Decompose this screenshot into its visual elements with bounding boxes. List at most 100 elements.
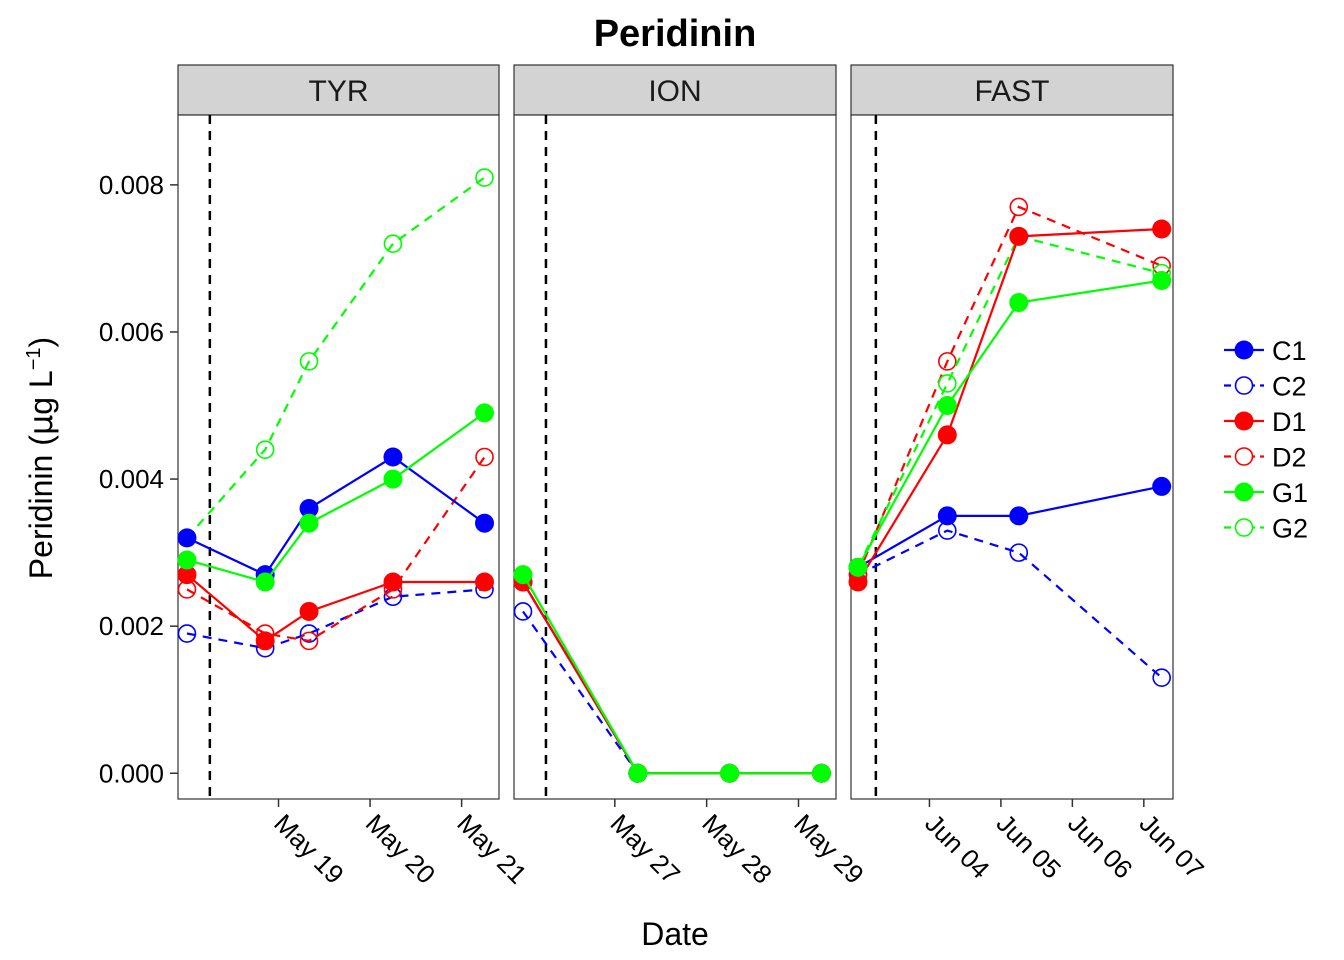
data-point xyxy=(475,513,495,533)
series-line xyxy=(857,279,1162,568)
legend-key-marker xyxy=(1234,518,1254,537)
legend-item-d1: D1 xyxy=(1224,407,1307,437)
strip-ion xyxy=(513,64,837,116)
data-point xyxy=(177,528,197,548)
series-d1 xyxy=(177,565,495,651)
data-point xyxy=(255,440,275,459)
panel-frame xyxy=(850,114,1174,800)
legend-label: C1 xyxy=(1272,336,1307,366)
data-point xyxy=(299,631,319,651)
panel-frame xyxy=(513,114,837,800)
legend-key-marker xyxy=(1234,482,1254,502)
legend-label: G2 xyxy=(1272,514,1308,544)
data-point xyxy=(1009,543,1029,562)
panel-frame xyxy=(177,114,500,800)
y-tick-label: 0.006 xyxy=(99,317,164,347)
data-point xyxy=(475,403,495,423)
data-point xyxy=(513,565,533,585)
series-line xyxy=(857,485,1162,569)
legend-key-marker xyxy=(1234,411,1254,431)
series-line xyxy=(522,574,822,775)
legend-key-marker xyxy=(1234,376,1254,395)
data-point xyxy=(383,234,403,254)
data-point xyxy=(937,396,957,416)
series-line xyxy=(857,529,1163,679)
data-point xyxy=(177,624,197,643)
data-point xyxy=(720,763,740,783)
data-point xyxy=(299,601,319,621)
data-point xyxy=(177,550,197,570)
data-point xyxy=(937,425,957,445)
y-axis-title: Peridinin (µg L−1) xyxy=(22,337,60,579)
series-line xyxy=(856,205,1163,576)
legend-label: C2 xyxy=(1272,372,1307,402)
series-g1 xyxy=(177,403,495,592)
data-point xyxy=(937,506,957,526)
data-point xyxy=(475,447,494,467)
series-line xyxy=(186,176,486,539)
data-point xyxy=(299,513,319,533)
data-point xyxy=(383,469,403,489)
data-point xyxy=(383,447,403,467)
strip-label: TYR xyxy=(309,75,369,108)
legend-item-g1: G1 xyxy=(1224,478,1308,508)
legend-item-c2: C2 xyxy=(1224,372,1307,402)
data-point xyxy=(299,498,319,518)
series-c1 xyxy=(848,476,1172,577)
data-point xyxy=(1152,270,1172,290)
data-point xyxy=(811,763,831,783)
data-point xyxy=(1009,293,1029,313)
y-axis-title-mu: µ xyxy=(22,415,60,435)
y-tick-label: 0.004 xyxy=(99,464,164,494)
y-tick-label: 0.008 xyxy=(99,170,164,200)
y-axis-title-suffix: ) xyxy=(23,337,59,348)
data-point xyxy=(255,572,275,592)
legend-label: G1 xyxy=(1272,478,1308,508)
data-point xyxy=(177,565,197,585)
data-point xyxy=(299,352,319,371)
legend-label: D2 xyxy=(1272,443,1307,473)
legend-key-marker xyxy=(1234,447,1254,466)
strip-label: ION xyxy=(648,75,701,108)
legend-key-marker xyxy=(1234,340,1254,360)
series-g1 xyxy=(848,270,1172,577)
data-point xyxy=(1152,476,1172,496)
y-axis-title-prefix: Peridinin ( xyxy=(23,435,59,579)
data-point xyxy=(513,602,533,621)
data-point xyxy=(1009,226,1029,246)
legend-item-d2: D2 xyxy=(1224,443,1307,473)
y-axis: 0.000 0.002 0.004 0.006 0.008 xyxy=(99,170,178,788)
y-tick-label: 0.002 xyxy=(99,611,164,641)
y-axis-title-unit: g L xyxy=(23,370,59,414)
series-g1 xyxy=(513,565,831,783)
data-point xyxy=(848,557,868,577)
x-axis-title: Date xyxy=(641,916,709,952)
series-line xyxy=(857,227,1162,583)
data-point xyxy=(938,374,957,393)
legend-item-c1: C1 xyxy=(1224,336,1307,366)
data-point xyxy=(299,624,319,643)
strip-tyr xyxy=(177,64,500,116)
data-point xyxy=(628,763,648,783)
data-point xyxy=(1009,197,1029,217)
data-point xyxy=(1009,506,1029,526)
data-point xyxy=(1152,668,1171,687)
legend-item-g2: G2 xyxy=(1224,514,1308,544)
data-point xyxy=(848,572,868,592)
chart-title: Peridinin xyxy=(594,13,757,55)
data-point xyxy=(938,352,957,371)
data-point xyxy=(475,572,495,592)
series-d1 xyxy=(848,219,1172,592)
legend-label: D1 xyxy=(1272,407,1307,437)
data-point xyxy=(383,572,403,592)
strip-label: FAST xyxy=(974,75,1049,108)
data-point xyxy=(475,168,494,187)
data-point xyxy=(255,631,275,651)
y-tick-label: 0.000 xyxy=(99,758,164,788)
series-line xyxy=(857,235,1162,568)
